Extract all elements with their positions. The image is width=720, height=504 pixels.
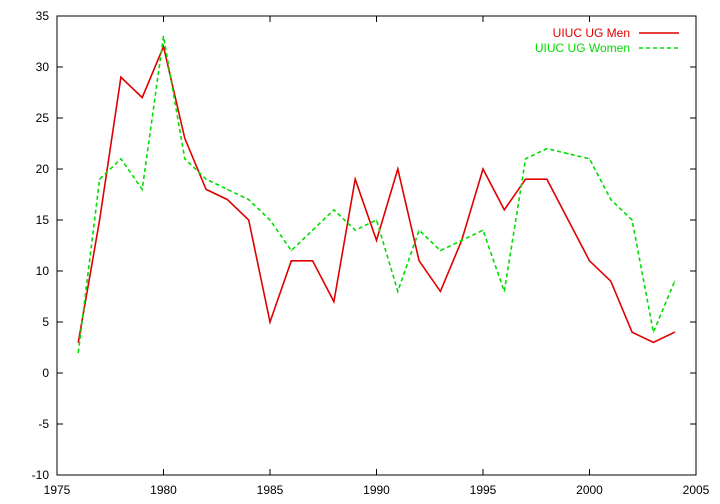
data-point [567, 153, 569, 155]
data-point [162, 46, 165, 48]
data-point [674, 280, 676, 282]
x-tick-label: 2005 [683, 483, 710, 497]
x-tick-label: 1995 [470, 483, 497, 497]
x-tick-label: 2000 [576, 483, 603, 497]
axis-ticks: 1975 1980 1985 1990 1995 2000 2005 -10 -5 0 5 10 15 2… [32, 9, 710, 497]
y-tick-label: 30 [36, 60, 50, 74]
data-point [333, 301, 335, 303]
data-point [162, 35, 165, 38]
data-point [588, 260, 591, 262]
data-point [418, 229, 420, 231]
data-point [546, 148, 548, 150]
data-point [525, 178, 527, 180]
data-point [397, 168, 399, 170]
data-point [482, 229, 484, 231]
data-point [312, 229, 314, 231]
data-point [205, 178, 207, 180]
y-tick-label: 20 [36, 162, 50, 176]
plot-frame [56, 15, 697, 476]
data-point [525, 158, 527, 160]
data-point [652, 331, 655, 333]
data-point [503, 290, 505, 292]
data-point [567, 219, 569, 221]
legend-label-1: UIUC UG Men [553, 26, 630, 40]
data-point [141, 97, 143, 99]
y-tick-label: 25 [36, 111, 50, 125]
data-point [546, 178, 548, 180]
data-point [248, 199, 250, 201]
x-tick-label: 1980 [150, 483, 177, 497]
data-point [290, 260, 292, 262]
data-point [226, 199, 228, 201]
data-point [99, 178, 101, 180]
data-point [205, 188, 207, 190]
data-point [354, 229, 356, 231]
data-point [226, 188, 228, 190]
data-point [120, 158, 122, 160]
series-line-2 [77, 36, 676, 353]
data-point [290, 250, 292, 252]
data-point [333, 209, 335, 211]
data-point [461, 239, 463, 241]
data-point [141, 188, 143, 190]
data-point [610, 280, 612, 282]
y-tick-label: 10 [36, 264, 50, 278]
data-point [631, 331, 633, 333]
series-layer [77, 35, 676, 354]
data-point [375, 219, 378, 221]
x-tick-label: 1985 [257, 483, 284, 497]
data-point [375, 239, 378, 241]
data-point [674, 331, 676, 333]
y-tick-label: 35 [36, 9, 50, 23]
data-point [184, 158, 186, 160]
data-point [99, 219, 101, 221]
y-tick-label: 5 [42, 315, 49, 329]
data-point [439, 290, 441, 292]
data-point [184, 137, 186, 139]
x-tick-label: 1990 [363, 483, 390, 497]
data-point [269, 321, 271, 323]
data-point [120, 76, 122, 78]
data-point [77, 341, 79, 343]
data-point [439, 250, 441, 252]
legend-label-2: UIUC UG Women [535, 41, 630, 55]
data-point [418, 260, 420, 262]
y-tick-label: 15 [36, 213, 50, 227]
data-point [588, 158, 591, 160]
data-point [354, 178, 356, 180]
data-point [312, 260, 314, 262]
data-point [503, 209, 505, 211]
data-point [397, 290, 399, 292]
data-point [269, 219, 271, 221]
data-point [482, 168, 484, 170]
y-tick-label: -5 [38, 417, 49, 431]
data-point [248, 219, 250, 221]
x-tick-label: 1975 [44, 483, 71, 497]
data-point [77, 352, 79, 354]
series-line-1 [77, 44, 676, 344]
data-point [610, 199, 612, 201]
data-point [631, 219, 633, 221]
data-point [652, 341, 655, 343]
y-tick-label: 0 [42, 366, 49, 380]
y-tick-label: -10 [32, 468, 50, 482]
